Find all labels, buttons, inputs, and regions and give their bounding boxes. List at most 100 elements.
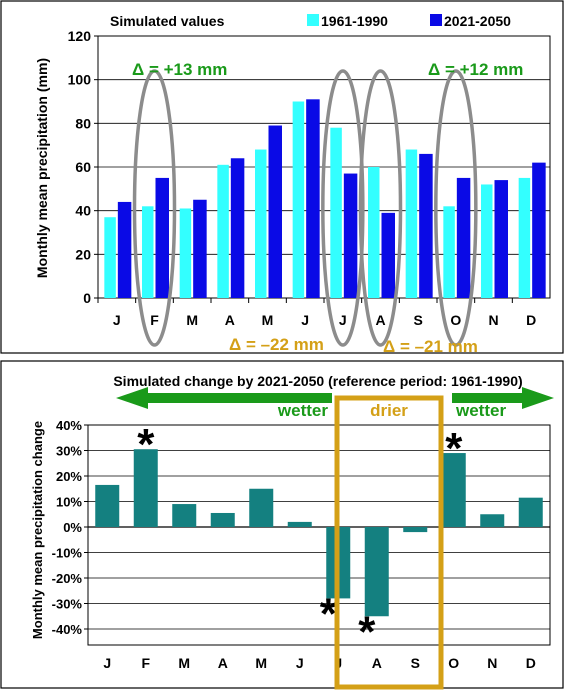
- top-panel: Simulated values 1961-1990 2021-2050 Mon…: [0, 0, 564, 356]
- change-bar: [133, 449, 158, 527]
- bottom-x-tick-label: J: [296, 655, 304, 671]
- bottom-y-tick-label: -20%: [52, 571, 83, 586]
- change-bar: [287, 521, 312, 527]
- change-bar: [210, 512, 235, 527]
- annotation-aug: Δ = –21 mm: [383, 337, 478, 356]
- bar-2021-2050: [532, 162, 546, 298]
- legend-swatch-1961-1990: [307, 14, 319, 26]
- bar-2021-2050: [419, 153, 433, 298]
- change-bar: [403, 527, 428, 533]
- highlight-ellipse: [132, 69, 177, 347]
- drier-label: drier: [370, 401, 408, 420]
- top-chart-title: Simulated values: [110, 13, 225, 29]
- bottom-bars: [95, 449, 543, 617]
- top-x-tick-label: M: [186, 312, 198, 328]
- significance-stars: * * * *: [137, 420, 463, 656]
- legend-label-1961-1990: 1961-1990: [321, 13, 388, 29]
- top-y-tick-label: 20: [75, 246, 91, 262]
- bar-2021-2050: [230, 158, 245, 298]
- bottom-x-tick-label: S: [411, 655, 420, 671]
- change-bar: [364, 527, 389, 617]
- bar-1961-1990: [179, 208, 192, 298]
- top-x-tick-label: J: [339, 312, 347, 328]
- bar-1961-1990: [292, 101, 305, 298]
- top-y-tick-label: 40: [75, 203, 91, 219]
- change-bar: [441, 453, 466, 527]
- bottom-x-tick-label: M: [178, 655, 190, 671]
- bottom-x-tick-label: D: [526, 655, 536, 671]
- bar-1961-1990: [142, 206, 154, 298]
- wetter-label-left: wetter: [277, 401, 328, 420]
- change-bar: [518, 497, 543, 527]
- bottom-y-tick-label: -30%: [52, 597, 83, 612]
- significance-star: *: [137, 420, 155, 469]
- bottom-x-tick-label: A: [218, 655, 228, 671]
- highlight-ellipse: [434, 69, 478, 347]
- wetter-arrow-right: [452, 387, 554, 409]
- change-bar: [95, 484, 120, 527]
- bottom-y-tick-label: -40%: [52, 622, 83, 637]
- bottom-x-tick-label: J: [103, 655, 111, 671]
- bottom-x-tick-label: N: [487, 655, 497, 671]
- top-x-tick-label: J: [113, 312, 121, 328]
- top-bars: [104, 99, 546, 299]
- bottom-chart-title: Simulated change by 2021-2050 (reference…: [113, 373, 522, 389]
- bar-1961-1990: [518, 177, 531, 298]
- bar-2021-2050: [193, 199, 207, 298]
- significance-star: *: [320, 589, 338, 638]
- top-y-tick-label: 100: [68, 72, 92, 88]
- bar-2021-2050: [343, 173, 358, 298]
- bottom-y-tick-label: -10%: [52, 546, 83, 561]
- bar-2021-2050: [494, 180, 508, 298]
- bar-1961-1990: [330, 127, 342, 298]
- bottom-gridlines: [88, 450, 550, 630]
- bar-2021-2050: [117, 201, 132, 298]
- top-y-tick-label: 80: [75, 115, 91, 131]
- legend-label-2021-2050: 2021-2050: [444, 13, 511, 29]
- bottom-x-tick-label: M: [255, 655, 267, 671]
- bottom-y-tick-label: 0%: [63, 520, 82, 535]
- top-x-tick-label: O: [450, 312, 461, 328]
- bar-2021-2050: [306, 99, 320, 298]
- bar-2021-2050: [268, 125, 282, 299]
- annotation-jul: Δ = –22 mm: [229, 335, 324, 354]
- bottom-panel: Simulated change by 2021-2050 (reference…: [0, 360, 564, 690]
- bottom-y-tick-label: 10%: [56, 495, 82, 510]
- significance-star: *: [445, 424, 463, 473]
- bottom-plot-area: [87, 424, 551, 646]
- bar-2021-2050: [155, 177, 169, 298]
- bottom-y-ticks: -40% -30% -20% -10% 0% 10% 20% 30% 40%: [52, 418, 88, 637]
- drier-box: [334, 395, 444, 690]
- top-x-tick-label: J: [301, 312, 309, 328]
- top-x-tick-label: A: [375, 312, 385, 328]
- bottom-x-tick-label: F: [141, 655, 150, 671]
- top-x-tick-label: S: [413, 312, 422, 328]
- annotation-oct: Δ = +12 mm: [428, 60, 523, 79]
- bar-1961-1990: [481, 184, 493, 298]
- change-bar: [249, 488, 274, 527]
- bottom-x-tick-label: A: [372, 655, 382, 671]
- top-y-tick-label: 120: [68, 28, 92, 44]
- change-bar: [172, 504, 197, 527]
- bottom-y-tick-label: 20%: [56, 469, 82, 484]
- bar-1961-1990: [255, 149, 267, 298]
- bar-1961-1990: [405, 149, 418, 298]
- bar-1961-1990: [443, 206, 455, 298]
- significance-star: *: [358, 607, 376, 656]
- bar-1961-1990: [104, 217, 116, 298]
- top-x-tick-label: N: [488, 312, 498, 328]
- top-x-tick-label: M: [262, 312, 274, 328]
- bottom-y-axis-label: Monthly mean precipitation change: [30, 421, 45, 639]
- highlight-ellipse: [321, 69, 365, 347]
- change-bar: [480, 514, 505, 527]
- top-y-tick-label: 0: [83, 290, 91, 306]
- bar-1961-1990: [217, 164, 229, 298]
- legend-swatch-2021-2050: [430, 14, 442, 26]
- top-ellipses: [132, 69, 478, 347]
- annotation-feb: Δ = +13 mm: [132, 60, 227, 79]
- bar-1961-1990: [368, 167, 380, 298]
- bar-2021-2050: [456, 177, 471, 298]
- top-y-ticks: 0 20 40 60 80 100 120: [68, 28, 98, 306]
